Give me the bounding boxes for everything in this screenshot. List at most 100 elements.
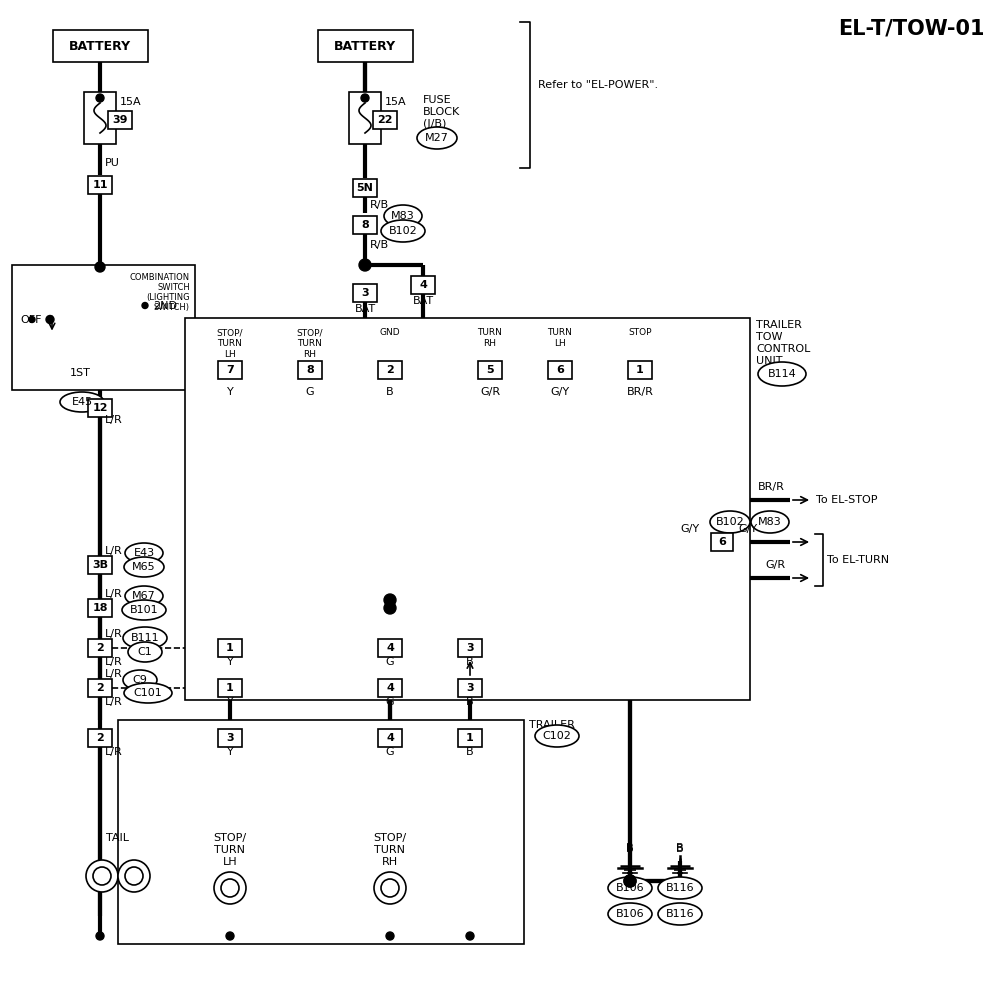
Bar <box>88 639 112 657</box>
Text: RH: RH <box>483 339 497 348</box>
Circle shape <box>95 262 105 272</box>
Bar <box>378 639 402 657</box>
Text: FUSE: FUSE <box>423 95 451 105</box>
Text: M83: M83 <box>758 517 782 527</box>
Text: TRAILER: TRAILER <box>756 320 802 330</box>
Bar <box>88 599 112 617</box>
Text: CONTROL: CONTROL <box>756 344 810 354</box>
Text: BAT: BAT <box>354 304 376 314</box>
Text: E43: E43 <box>134 548 155 558</box>
Text: G/R: G/R <box>765 560 785 570</box>
Text: L/R: L/R <box>105 589 123 599</box>
Text: R/B: R/B <box>370 200 389 210</box>
Ellipse shape <box>125 586 163 606</box>
Bar <box>458 679 482 697</box>
Text: B116: B116 <box>666 883 694 893</box>
Text: TURN: TURN <box>214 845 245 855</box>
Circle shape <box>624 875 636 887</box>
Circle shape <box>93 867 111 885</box>
Text: G/Y: G/Y <box>680 524 699 534</box>
Text: B102: B102 <box>715 517 744 527</box>
Circle shape <box>86 860 118 892</box>
Text: STOP/: STOP/ <box>297 328 323 337</box>
Text: 1ST: 1ST <box>69 368 90 378</box>
Ellipse shape <box>710 511 750 533</box>
Text: SWITCH): SWITCH) <box>154 303 190 312</box>
Text: M67: M67 <box>132 591 156 601</box>
Text: COMBINATION: COMBINATION <box>130 273 190 282</box>
Text: LH: LH <box>222 857 237 867</box>
Text: 1: 1 <box>636 365 644 375</box>
Text: B116: B116 <box>666 909 694 919</box>
Bar <box>185 318 750 700</box>
Bar <box>88 556 112 574</box>
Text: TURN: TURN <box>217 339 242 348</box>
Circle shape <box>46 316 54 324</box>
Text: B: B <box>466 747 474 757</box>
Circle shape <box>142 303 148 309</box>
Text: B: B <box>386 387 394 397</box>
Bar <box>88 679 112 697</box>
Bar <box>12 265 195 390</box>
Text: 15A: 15A <box>120 97 142 107</box>
Text: 3: 3 <box>466 683 474 693</box>
Text: 22: 22 <box>377 115 393 125</box>
Text: 3: 3 <box>361 288 369 298</box>
Text: B106: B106 <box>616 909 645 919</box>
Text: LH: LH <box>555 339 565 348</box>
Text: TOW: TOW <box>756 332 783 342</box>
Ellipse shape <box>658 877 702 899</box>
Bar <box>108 111 132 129</box>
Bar <box>88 176 112 194</box>
Bar <box>317 30 413 62</box>
Text: TURN: TURN <box>298 339 322 348</box>
Text: M27: M27 <box>425 133 449 143</box>
Text: L/R: L/R <box>105 657 123 667</box>
Bar <box>218 729 242 747</box>
Ellipse shape <box>124 557 164 577</box>
Text: 6: 6 <box>718 537 726 547</box>
Text: BAT: BAT <box>413 296 434 306</box>
Text: B111: B111 <box>131 633 160 643</box>
Text: 3: 3 <box>466 643 474 653</box>
Text: G: G <box>386 657 394 667</box>
Text: STOP/: STOP/ <box>213 833 247 843</box>
Text: RH: RH <box>304 350 316 359</box>
Bar <box>353 284 377 302</box>
Bar <box>298 361 322 379</box>
Text: G: G <box>306 387 314 397</box>
Text: 3: 3 <box>226 733 234 743</box>
Text: L/R: L/R <box>105 415 123 425</box>
Circle shape <box>214 872 246 904</box>
Ellipse shape <box>658 903 702 925</box>
Text: L/R: L/R <box>105 697 123 707</box>
Bar <box>458 639 482 657</box>
Text: 6: 6 <box>557 365 563 375</box>
Bar <box>218 679 242 697</box>
Bar <box>118 720 524 944</box>
Text: 18: 18 <box>92 603 108 613</box>
Text: 4: 4 <box>386 643 394 653</box>
Text: C9: C9 <box>133 675 148 685</box>
Text: Refer to "EL-POWER".: Refer to "EL-POWER". <box>538 80 658 90</box>
Circle shape <box>359 259 371 271</box>
Text: M83: M83 <box>391 211 415 221</box>
Text: L/R: L/R <box>105 629 123 639</box>
Circle shape <box>361 94 369 102</box>
Text: B: B <box>677 844 683 854</box>
Text: 2: 2 <box>96 733 104 743</box>
Ellipse shape <box>535 725 579 747</box>
Text: Y: Y <box>226 657 233 667</box>
Bar <box>88 399 112 417</box>
Ellipse shape <box>608 877 652 899</box>
Text: G/Y: G/Y <box>551 387 569 397</box>
Text: 11: 11 <box>92 180 108 190</box>
Bar <box>353 216 377 234</box>
Circle shape <box>466 932 474 940</box>
Text: 2: 2 <box>96 683 104 693</box>
Text: TURN: TURN <box>477 328 502 337</box>
Text: OFF: OFF <box>20 315 42 325</box>
Text: 8: 8 <box>307 365 313 375</box>
Bar <box>378 729 402 747</box>
Ellipse shape <box>122 600 166 620</box>
